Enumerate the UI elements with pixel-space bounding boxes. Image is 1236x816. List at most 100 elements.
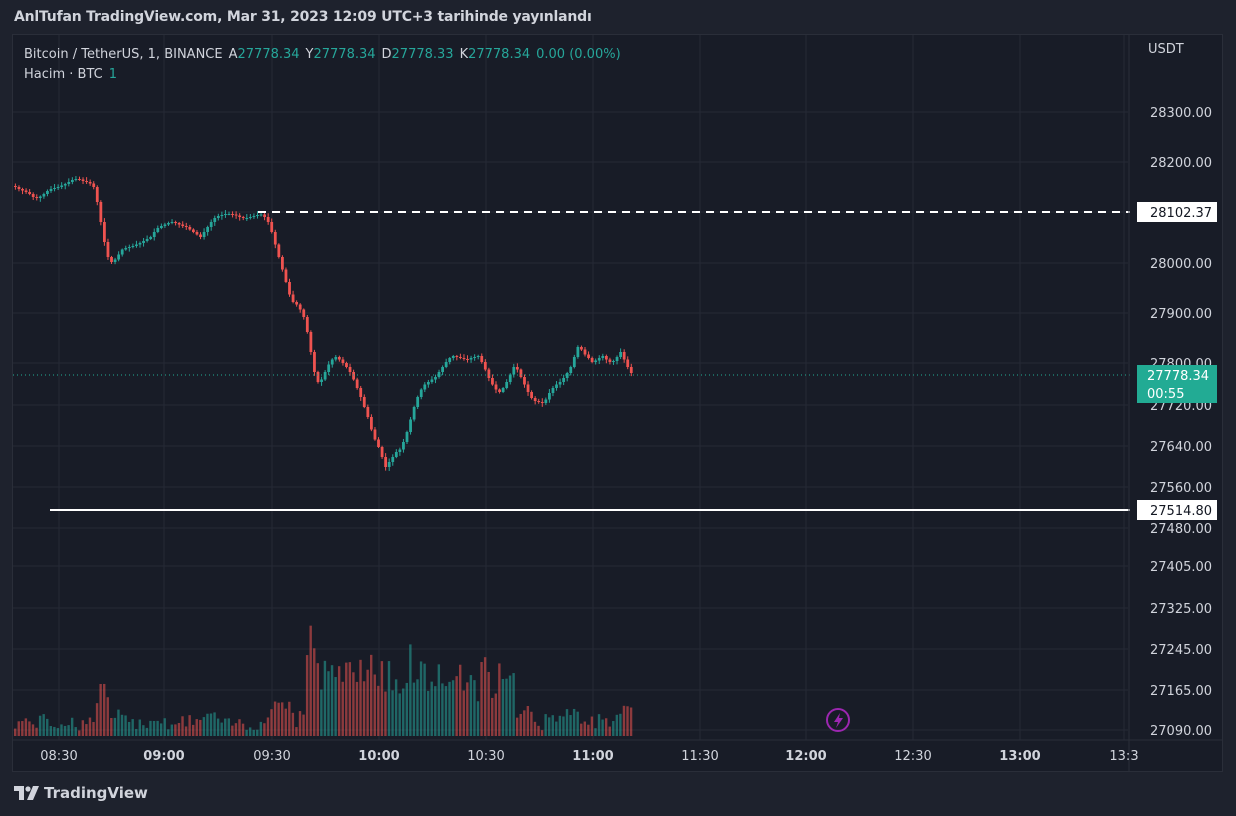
close-label: K (459, 47, 469, 62)
symbol-title[interactable]: Bitcoin / TetherUS, 1, BINANCE (24, 47, 223, 62)
bolt-glyph (834, 713, 843, 728)
candle-body (548, 393, 551, 400)
volume-bar (81, 720, 85, 736)
volume-bar (405, 682, 408, 736)
last-price-tag-bg (1137, 365, 1217, 403)
candle-body (284, 269, 288, 282)
volume-bar (501, 679, 505, 736)
volume-bar (451, 680, 455, 736)
candle-body (355, 379, 359, 388)
candle-body (127, 247, 131, 248)
candle-body (309, 332, 313, 352)
candle-body (259, 214, 263, 216)
volume-bar (103, 683, 106, 736)
candle-body (597, 358, 601, 361)
candle-body (95, 187, 99, 202)
candle-body (352, 372, 355, 380)
candle-body (380, 447, 384, 457)
volume-bar (53, 726, 56, 736)
candle-body (480, 356, 484, 362)
candle-body (174, 222, 177, 223)
support-tag: 27514.80 (1150, 504, 1212, 519)
volume-bar (494, 693, 497, 736)
volume-bar (419, 661, 423, 736)
candle-body (576, 347, 580, 357)
volume-bar (548, 717, 551, 736)
candle-body (14, 186, 17, 187)
volume-bar (163, 718, 166, 736)
volume-label[interactable]: Hacim · BTC (24, 67, 103, 82)
candle-body (224, 214, 227, 215)
volume-bar (216, 718, 220, 736)
candle-body (544, 399, 548, 403)
time-tick-label: 11:30 (681, 749, 718, 764)
volume-bar (159, 723, 163, 736)
volume-bar (99, 683, 102, 736)
volume-bar (85, 724, 88, 736)
candle-body (426, 382, 430, 385)
volume-bar (63, 725, 67, 736)
candle-body (131, 246, 135, 247)
tradingview-logo-icon (14, 786, 39, 800)
candle-body (163, 224, 167, 226)
volume-bar (551, 715, 554, 736)
candle-body (437, 372, 441, 377)
volume-bar (519, 713, 522, 736)
candle-body (28, 192, 32, 194)
price-tick-label: 27325.00 (1150, 602, 1212, 617)
candle-body (256, 215, 259, 216)
candle-body (327, 364, 331, 372)
price-tick-label: 27900.00 (1150, 307, 1212, 322)
volume-bar (345, 662, 348, 736)
volume-bar (127, 721, 131, 736)
candle-body (494, 384, 498, 390)
volume-bar (231, 725, 234, 736)
volume-bar (316, 663, 319, 736)
candle-body (405, 432, 409, 442)
candle-body (170, 222, 174, 223)
volume-bar (138, 719, 141, 736)
candle-body (419, 389, 423, 397)
volume-bar (266, 717, 270, 736)
currency-label[interactable]: USDT (1148, 42, 1184, 57)
candle-body (288, 282, 291, 295)
volume-bar (170, 724, 174, 736)
volume-bar (423, 663, 426, 736)
candle-body (216, 216, 220, 218)
volume-bar (181, 716, 184, 736)
candle-body (156, 228, 160, 232)
candle-body (337, 357, 341, 360)
candle-body (188, 227, 192, 230)
candle-body (562, 378, 566, 382)
volume-bar (35, 727, 38, 736)
candle-body (604, 356, 608, 360)
volume-bar (512, 673, 515, 736)
alert-bolt-icon[interactable] (826, 708, 850, 732)
volume-bar (323, 660, 327, 736)
candle-body (273, 232, 277, 245)
volume-bar (608, 726, 611, 736)
volume-bar (523, 710, 526, 736)
volume-bar (270, 709, 273, 736)
high-value: 27778.34 (313, 47, 376, 62)
candle-body (266, 217, 270, 222)
volume-bar (327, 671, 330, 736)
candle-body (74, 179, 78, 180)
volume-bar (384, 691, 387, 736)
candle-body (501, 388, 505, 392)
volume-bar (24, 718, 28, 736)
time-axis[interactable]: 08:30 09:00 09:30 10:00 10:30 11:00 11:30 12:00… (13, 739, 1222, 764)
candle-body (330, 359, 334, 365)
price-tick-label: 27560.00 (1150, 481, 1212, 496)
candle-body (537, 401, 541, 402)
tradingview-logo[interactable]: TradingView (14, 784, 148, 802)
candle-body (70, 180, 74, 182)
volume-bar (622, 705, 626, 736)
candle-body (348, 367, 352, 372)
close-value: 27778.34 (468, 47, 531, 62)
time-tick-label: 10:30 (467, 749, 504, 764)
candle-body (213, 218, 217, 222)
candle-body (416, 397, 420, 407)
candle-body (391, 457, 395, 462)
